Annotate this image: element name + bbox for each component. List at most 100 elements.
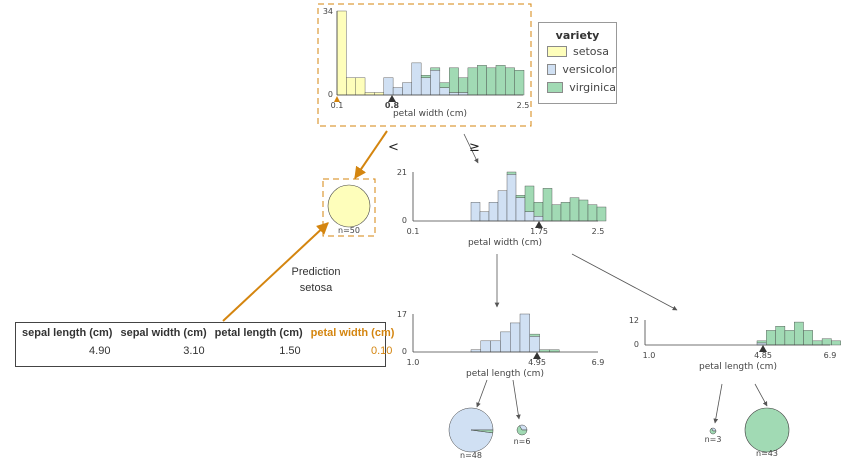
- level1-bar-versicolor-3: [488, 202, 499, 222]
- leaf-6-slice-virginica: [516, 425, 528, 436]
- leaf-3-slice-virginica: [709, 428, 717, 435]
- level1-bar-virginica-13: [578, 199, 589, 222]
- right2-histogram: 12 0 1.0 4.85 6.9 petal length (cm): [629, 316, 841, 372]
- header-petal-length: petal length (cm): [214, 327, 303, 339]
- edge-left2-to-leaf-48: [476, 379, 488, 408]
- left2-histogram: 17 01.0 4.95 6.9 petal length (cm): [397, 310, 605, 379]
- left2-xtick-2: 4.95: [528, 358, 546, 367]
- header-sepal-width: sepal width (cm): [120, 327, 207, 339]
- level1-bar-virginica-12: [569, 197, 580, 222]
- root-bar-virginica-19: [505, 67, 515, 96]
- root-bar-setosa-3: [355, 77, 366, 96]
- level1-split-marker: [535, 221, 543, 228]
- legend-label-virginica: virginica: [569, 80, 616, 94]
- edge-sample-to-setosa-leaf: [222, 222, 329, 322]
- leaf-setosa-pie: n=50: [327, 184, 371, 235]
- leaf-setosa-slice-setosa: [327, 184, 371, 228]
- level1-ytick-zero: 0: [402, 216, 407, 225]
- level1-xtick-3: 2.5: [592, 227, 605, 236]
- value-sepal-length: 4.90: [89, 345, 111, 357]
- leaf-setosa-count-label: n=50: [338, 226, 360, 235]
- level1-bar-virginica-7: [524, 185, 535, 212]
- root-bar-versicolor-6: [383, 77, 394, 96]
- level1-bar-versicolor-4: [497, 190, 508, 222]
- left2-ytick-zero: 0: [402, 347, 407, 356]
- edge-level1-to-right2: [571, 253, 678, 311]
- legend-label-versicolor: versicolor: [562, 62, 616, 76]
- root-split-marker: [388, 95, 396, 102]
- value-petal-length: 1.50: [279, 345, 301, 357]
- left2-xtick-3: 6.9: [592, 358, 605, 367]
- left2-bar-virginica-7: [529, 333, 540, 337]
- root-bar-virginica-18: [495, 65, 506, 96]
- right2-bar-virginica-5: [794, 321, 804, 346]
- root-bar-virginica-11: [430, 67, 441, 71]
- level1-bar-versicolor-7: [524, 211, 535, 222]
- level1-bar-versicolor-6: [515, 197, 526, 222]
- level1-histogram: 21 00.1 1.75 2.5 petal width (cm): [397, 168, 607, 248]
- root-bar-versicolor-7: [392, 87, 403, 96]
- root-bar-virginica-17: [486, 67, 497, 96]
- leaf-43-pie: n=43: [744, 407, 790, 458]
- level1-ytick-max: 21: [397, 168, 407, 177]
- level1-bar-versicolor-8: [533, 216, 544, 222]
- root-bar-setosa-2: [346, 77, 356, 96]
- leaf-3-count-label: n=3: [705, 435, 722, 444]
- value-sepal-width: 3.10: [183, 345, 205, 357]
- left2-bar-versicolor-2: [480, 340, 491, 353]
- leaf-6-count-label: n=6: [514, 437, 531, 446]
- right2-bar-virginica-6: [803, 330, 814, 346]
- header-sepal-length: sepal length (cm): [22, 327, 113, 339]
- sample-value-row: 4.90 3.10 1.50 0.10: [16, 341, 396, 359]
- edge-root-to-level1: [463, 133, 479, 164]
- right2-xtick-2: 4.85: [754, 351, 772, 360]
- root-bar-setosa-1: [336, 10, 347, 96]
- right2-ytick-zero: 0: [634, 340, 639, 349]
- level1-bar-versicolor-5: [506, 174, 517, 222]
- leaf-48-slice-virginica: [470, 429, 494, 434]
- root-bar-virginica-12: [439, 82, 450, 88]
- root-bar-virginica-14: [458, 77, 469, 93]
- edge-right2-to-leaf-43: [754, 383, 768, 407]
- edge-right2-to-leaf-3: [713, 383, 723, 424]
- leaf-43-slice-virginica: [744, 407, 790, 453]
- left2-bar-versicolor-6: [519, 313, 531, 353]
- level1-bar-virginica-15: [596, 206, 607, 222]
- right2-bar-virginica-8: [821, 338, 832, 346]
- root-bar-versicolor-9: [411, 62, 422, 96]
- level1-bar-versicolor-1: [470, 202, 481, 222]
- setosa-leaf-highlight-box: [322, 178, 376, 237]
- level1-bar-virginica-10: [551, 204, 562, 222]
- leaf-3-pie: n=3: [705, 427, 722, 444]
- prediction-title: Prediction: [291, 266, 341, 278]
- right2-bar-virginica-1: [756, 340, 767, 344]
- leaf-48-pie: n=48: [448, 407, 494, 460]
- root-bar-virginica-15: [467, 67, 478, 96]
- value-petal-width: 0.10: [370, 345, 393, 357]
- legend-swatch-setosa: [547, 45, 567, 57]
- edge-label-less-than: <: [388, 140, 399, 155]
- level1-xlabel: petal width (cm): [468, 238, 542, 248]
- right2-split-marker: [759, 345, 767, 352]
- level1-bar-virginica-11: [560, 202, 571, 222]
- root-xlabel: petal width (cm): [393, 109, 467, 119]
- level1-bar-virginica-9: [542, 188, 553, 222]
- left2-bar-versicolor-7: [529, 336, 540, 353]
- left2-bar-versicolor-5: [510, 322, 521, 353]
- leaf-6-pie: n=6: [514, 424, 531, 446]
- right2-bar-virginica-2: [766, 330, 776, 346]
- root-bar-versicolor-11: [430, 70, 441, 96]
- root-xtick-1: 0.1: [331, 101, 344, 110]
- root-bar-versicolor-12: [439, 87, 450, 96]
- root-bar-virginica-20: [514, 70, 525, 96]
- right2-ytick-max: 12: [629, 316, 639, 325]
- edge-root-to-setosa-leaf: [354, 130, 388, 179]
- level1-bar-virginica-8: [533, 202, 544, 217]
- root-sample-marker: [334, 96, 340, 102]
- legend-swatch-versicolor: [547, 63, 557, 75]
- level1-xtick-1: 0.1: [407, 227, 420, 236]
- right2-bar-virginica-9: [831, 340, 841, 346]
- right2-xtick-1: 1.0: [643, 351, 656, 360]
- leaf-48-count-label: n=48: [460, 451, 482, 460]
